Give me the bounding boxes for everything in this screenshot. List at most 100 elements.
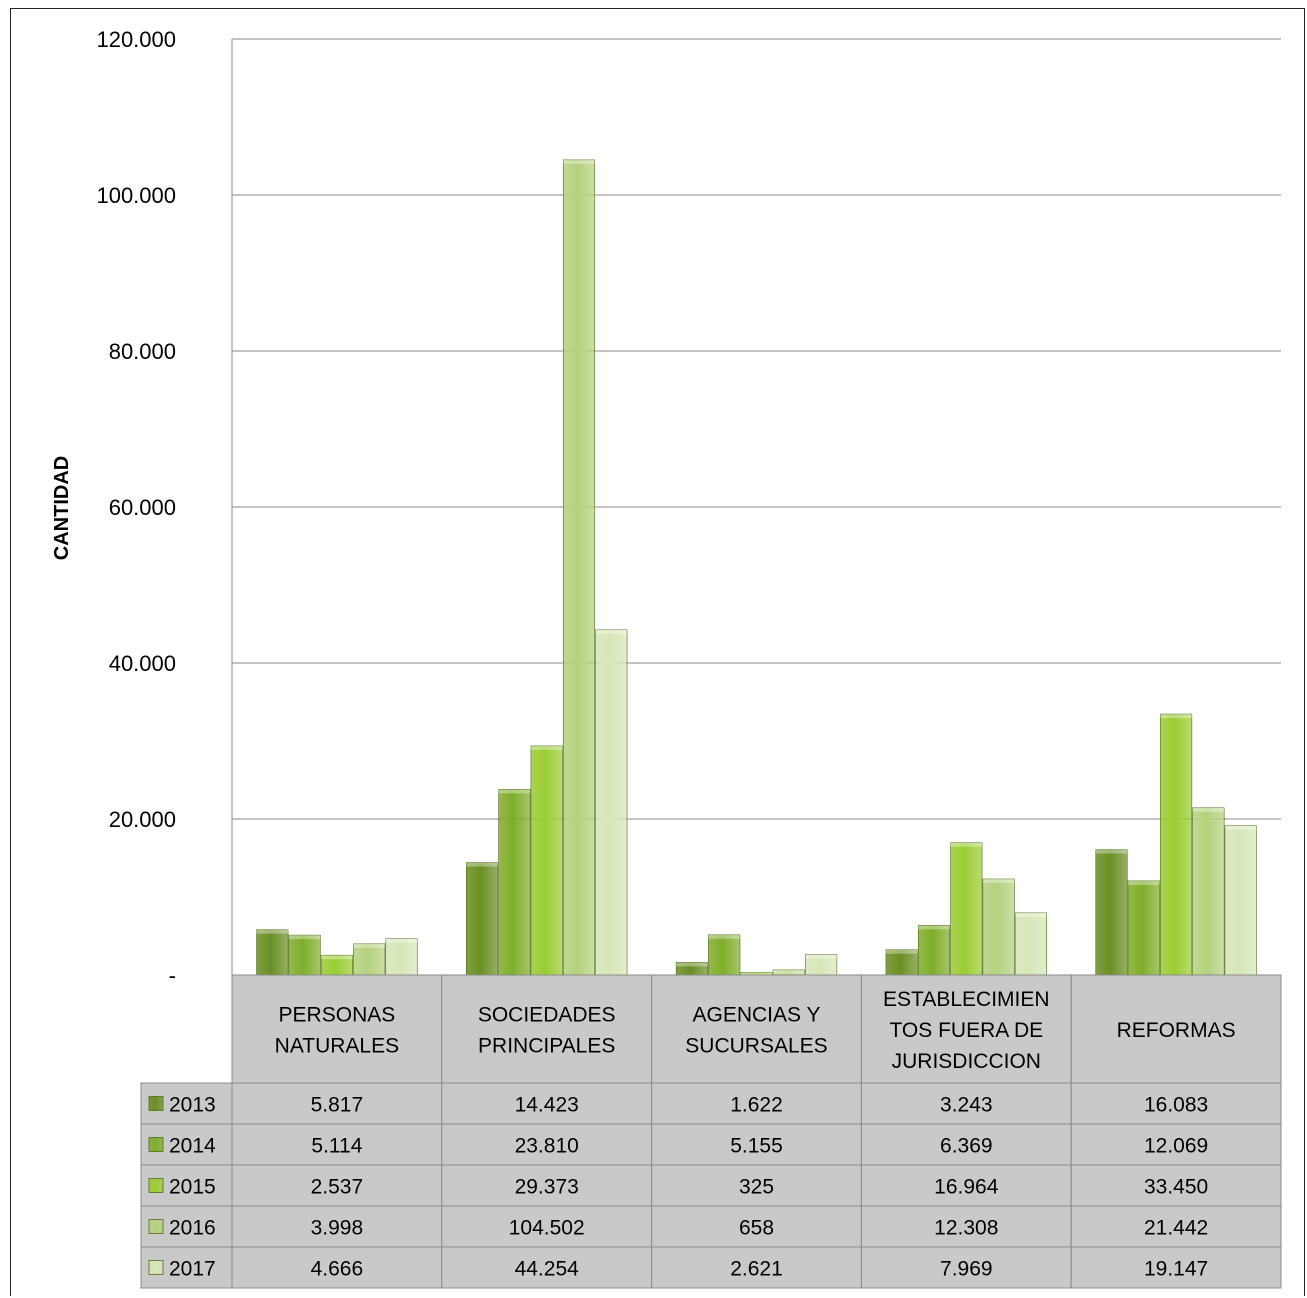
bar-cap [256,929,289,934]
data-label: 23.810 [515,1135,579,1158]
chart-frame [10,8,1305,1296]
bar-cap [321,955,353,960]
table-cell [651,1246,862,1289]
bar-2016-cat-1 [562,159,596,976]
table-cell [651,1123,862,1166]
bars [256,159,1257,977]
table-cell [1070,1123,1282,1166]
table-cell [860,1246,1072,1289]
y-tick-label: 100.000 [96,183,176,208]
bar-cap [676,962,708,967]
table-header-cell [441,974,653,1084]
bar-cap [595,629,628,634]
y-tick-label: - [169,963,176,988]
table-cell [231,1246,443,1289]
bar-cap [385,938,418,943]
bar-cap [1192,807,1225,812]
bar-cap [950,842,983,847]
bar-cap [353,943,385,948]
category-label: JURISDICCION [892,1050,1041,1073]
data-label: 2.621 [730,1258,783,1281]
legend-label: 2017 [169,1258,216,1281]
data-label: 12.308 [934,1217,998,1240]
data-label: 5.817 [311,1094,364,1117]
data-label: 12.069 [1144,1135,1208,1158]
bar-cap [1015,912,1047,917]
gridlines [232,38,1281,976]
legend-swatch-2013 [148,1096,164,1111]
data-label: 16.083 [1144,1094,1208,1117]
bar-2013-cat-4 [1095,849,1128,976]
data-label: 19.147 [1144,1258,1208,1281]
bar-cap [466,862,498,867]
data-label: 16.964 [934,1176,999,1199]
data-label: 33.450 [1144,1176,1208,1199]
table-cell [441,1164,653,1207]
data-label: 3.998 [311,1217,364,1240]
category-label: REFORMAS [1117,1019,1236,1042]
data-label: 14.423 [515,1094,579,1117]
bar-cap [1224,825,1257,830]
y-tick-label: 20.000 [109,807,176,832]
data-label: 658 [739,1217,774,1240]
table-cell [231,1082,443,1125]
category-label: SUCURSALES [685,1035,827,1058]
data-label: 5.114 [311,1135,362,1158]
table-cell [441,1123,653,1166]
data-label: 29.373 [515,1176,579,1199]
table-cell [1070,1164,1282,1207]
bar-cap [288,935,321,940]
category-label: PRINCIPALES [478,1035,615,1058]
y-axis-label: CANTIDAD [51,456,73,560]
table-header-cell [231,974,443,1084]
category-label: ESTABLECIMIEN [883,988,1049,1011]
y-tick-label: 120.000 [96,27,176,52]
data-label: 325 [739,1176,774,1199]
bar-2017-cat-4 [1224,825,1257,976]
bar-2014-cat-2 [708,934,741,976]
bar-cap [498,789,531,794]
data-label: 21.442 [1144,1217,1208,1240]
bar-2013-cat-1 [466,862,499,976]
category-label: SOCIEDADES [478,1004,616,1027]
bar-cap [708,934,740,939]
bar-2015-cat-4 [1160,713,1193,976]
data-label: 5.155 [730,1135,783,1158]
bar-2016-cat-4 [1192,807,1225,976]
y-axis: - 20.000 40.000 60.000 80.000 100.000 120.000 [96,27,233,988]
category-label: TOS FUERA DE [889,1019,1043,1042]
bar-cap [805,954,837,959]
bar-cap [1160,714,1192,719]
legend-swatch-2016 [148,1219,164,1234]
table-header-cell [1070,974,1282,1084]
bar-cap [1128,880,1160,885]
data-label: 44.254 [515,1258,580,1281]
bar-2013-cat-3 [885,949,918,976]
table-cell [651,1082,862,1125]
bar-2015-cat-3 [950,842,983,976]
legend-label: 2013 [169,1094,216,1117]
data-label: 2.537 [311,1176,364,1199]
legend-swatch-2014 [148,1137,164,1152]
data-label: 104.502 [509,1217,585,1240]
table-cell [231,1123,443,1166]
bar-cap [982,878,1015,883]
bar-2017-cat-3 [1014,912,1047,976]
table-cell [1070,1246,1282,1289]
table-header-cell [651,974,862,1084]
data-label: 3.243 [940,1094,993,1117]
table-cell [860,1164,1072,1207]
bar-cap [918,925,950,930]
bar-2017-cat-0 [385,938,418,976]
table-cell [231,1164,443,1207]
bar-cap [773,969,805,974]
category-label: PERSONAS [279,1004,396,1027]
bar-2017-cat-1 [595,629,628,976]
bar-2016-cat-3 [982,878,1015,976]
table-cell [441,1246,653,1289]
y-tick-label: 40.000 [109,651,176,676]
bar-cap [740,972,773,977]
category-label: AGENCIAS Y [693,1004,821,1027]
bar-2014-cat-3 [917,925,951,976]
